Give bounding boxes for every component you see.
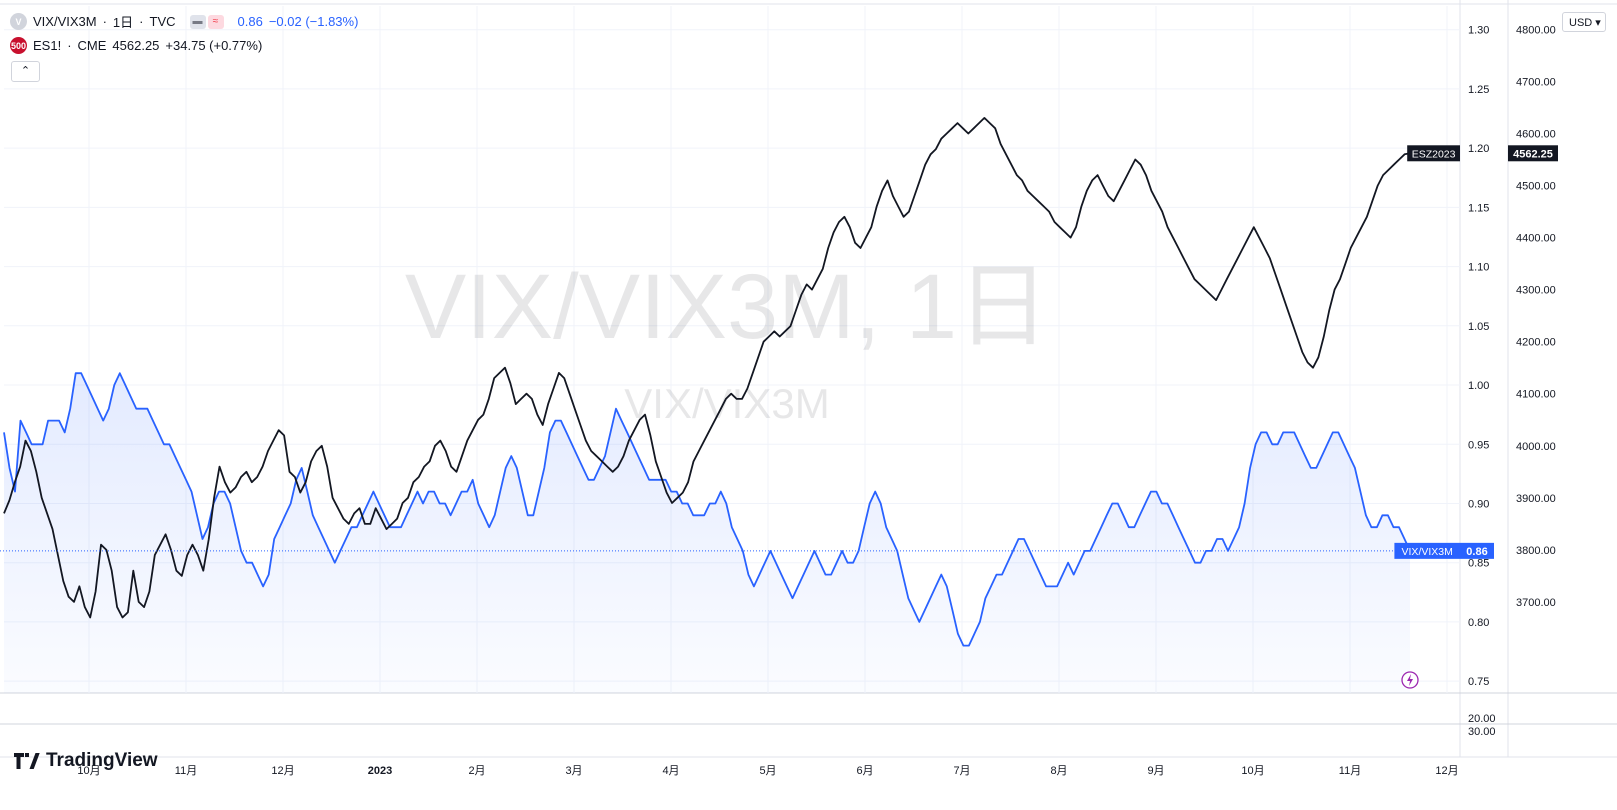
- outer-axis-tick: 4600.00: [1516, 129, 1556, 141]
- time-axis-tick: 11月: [175, 765, 197, 777]
- watermark-title: VIX/VIX3M, 1日: [405, 256, 1049, 358]
- currency-button[interactable]: USD ▾: [1562, 12, 1606, 32]
- series-line: [3, 117, 1411, 619]
- tradingview-logo[interactable]: TradingView: [14, 750, 158, 772]
- time-axis-tick: 8月: [1050, 765, 1067, 777]
- symbol-name[interactable]: VIX/VIX3M: [33, 14, 97, 29]
- price-tag: [1460, 542, 1494, 559]
- outer-axis-tick: 4700.00: [1516, 76, 1556, 88]
- last-value: 0.86: [237, 14, 263, 29]
- inner-axis-tick: 0.80: [1468, 617, 1489, 629]
- compare-toggle[interactable]: ▬ ≈: [189, 14, 224, 29]
- outer-axis-tick: 4800.00: [1516, 24, 1556, 36]
- outer-axis-tick: 3700.00: [1516, 597, 1556, 609]
- outer-axis-tick: 4000.00: [1516, 441, 1556, 453]
- inner-axis-tick: 0.95: [1468, 439, 1489, 451]
- time-axis-tick: 10月: [77, 765, 100, 777]
- tradingview-icon: [14, 753, 40, 769]
- time-axis-tick: 12月: [271, 765, 294, 777]
- symbol-logo-icon: 500: [10, 37, 27, 54]
- inner-axis-tick: 0.90: [1468, 498, 1489, 510]
- time-axis-tick: 2月: [468, 765, 485, 777]
- series-name-label: VIX/VIX3M: [1402, 546, 1453, 558]
- time-axis-tick: 9月: [1147, 765, 1164, 777]
- change-value: −0.02 (−1.83%): [268, 14, 359, 29]
- outer-axis-tick: 4200.00: [1516, 337, 1556, 349]
- separator: ·: [102, 14, 107, 29]
- time-axis-tick: 7月: [953, 765, 970, 777]
- exchange-label: CME: [77, 38, 107, 53]
- collapse-legend-button[interactable]: ⌃: [11, 61, 40, 82]
- inner-axis-tick: 1.05: [1468, 321, 1489, 333]
- time-axis-tick: 11月: [1339, 765, 1361, 777]
- inner-axis-tick: 1.15: [1468, 202, 1489, 214]
- time-axis-tick: 12月: [1435, 765, 1458, 777]
- legend-row-vix: V VIX/VIX3M · 1日 · TVC ▬ ≈ 0.86 −0.02 (−…: [10, 12, 358, 31]
- inner-axis-tick: 1.10: [1468, 262, 1489, 274]
- legend-row-es: 500 ES1! · CME 4562.25 +34.75 (+0.77%): [10, 37, 262, 54]
- chevron-up-icon: ⌃: [20, 65, 31, 77]
- last-value: 4562.25: [112, 38, 160, 53]
- inner-axis-tick: 1.00: [1468, 380, 1489, 392]
- outer-axis-tick: 3800.00: [1516, 545, 1556, 557]
- brand-label: TradingView: [46, 750, 158, 771]
- change-value: +34.75 (+0.77%): [165, 38, 263, 53]
- outer-axis-tick: 4100.00: [1516, 389, 1556, 401]
- inner-axis-tick: 1.30: [1468, 25, 1489, 37]
- interval-label[interactable]: 1日: [112, 15, 134, 30]
- currency-label: USD: [1569, 17, 1593, 29]
- exchange-label: TVC: [149, 14, 176, 29]
- outer-axis-tick: 3900.00: [1516, 493, 1556, 505]
- time-axis-tick: 10月: [1241, 765, 1264, 777]
- time-axis-tick: 6月: [856, 765, 873, 777]
- inner-axis-tick: 0.85: [1468, 558, 1489, 570]
- series-line: [3, 372, 1411, 647]
- lightning-icon: [1407, 674, 1413, 686]
- watermark-subtitle: VIX/VIX3M: [624, 380, 829, 427]
- separator: ·: [139, 14, 144, 29]
- series-name-label: ESZ2023: [1412, 148, 1456, 160]
- time-axis-tick: 2023: [368, 765, 392, 777]
- outer-axis-tick: 4300.00: [1516, 285, 1556, 297]
- series-name-tag: [1394, 542, 1460, 559]
- price-tag-label: 4562.25: [1513, 148, 1553, 160]
- inner-axis-tick: 0.75: [1468, 676, 1489, 688]
- separator: ·: [67, 38, 72, 53]
- outer-axis-tick: 4500.00: [1516, 181, 1556, 193]
- inner-axis-tick: 1.20: [1468, 143, 1489, 155]
- outer-axis-tick: 4400.00: [1516, 233, 1556, 245]
- time-axis-tick: 3月: [565, 765, 582, 777]
- series-name-tag: [1407, 145, 1460, 162]
- price-tag: [1508, 145, 1558, 162]
- series-area: [4, 373, 1410, 693]
- minus-icon[interactable]: ▬: [189, 14, 206, 29]
- lower-pane-tick: 20.00: [1468, 713, 1496, 725]
- inner-axis-tick: 1.25: [1468, 84, 1489, 96]
- symbol-name[interactable]: ES1!: [33, 38, 62, 53]
- lower-pane-tick: 30.00: [1468, 726, 1496, 738]
- time-axis-tick: 4月: [662, 765, 679, 777]
- price-tag-label: 0.86: [1466, 546, 1487, 558]
- time-axis-tick: 5月: [759, 765, 776, 777]
- approx-icon[interactable]: ≈: [207, 14, 224, 29]
- symbol-logo-icon: V: [10, 13, 27, 30]
